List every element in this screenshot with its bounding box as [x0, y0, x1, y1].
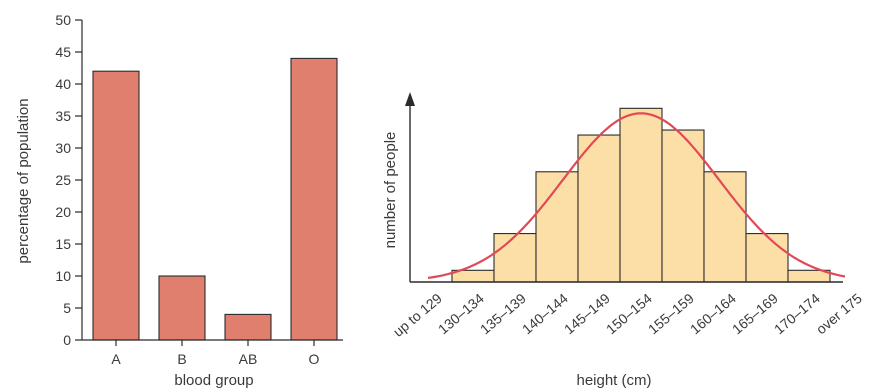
y-tick-label: 40 [55, 76, 71, 92]
x-tick-label: O [309, 351, 320, 367]
histogram-bar [661, 129, 705, 283]
histogram-x-tick-label: 170–174 [771, 290, 823, 337]
bar-b [158, 275, 206, 341]
y-tick-label: 35 [55, 108, 71, 124]
histogram-x-axis-label: height (cm) [576, 372, 651, 389]
histogram-bar [703, 171, 747, 283]
histogram-x-tick-label: 155–159 [645, 290, 697, 337]
bar-a [92, 70, 140, 341]
y-tick-label: 5 [63, 300, 71, 316]
histogram-x-tick-label: 135–139 [477, 290, 529, 337]
y-tick-label: 50 [55, 12, 71, 28]
x-tick-label: A [111, 351, 121, 367]
normal-curve [427, 112, 846, 279]
histogram-x-tick-label: up to 129 [390, 290, 445, 340]
bar-chart-y-ticks: 0 5 10 15 20 25 30 35 40 45 50 [55, 12, 82, 348]
bar-chart-x-axis-label: blood group [174, 372, 253, 389]
histogram-x-tick-label: 165–169 [729, 290, 781, 337]
y-tick-label: 10 [55, 268, 71, 284]
x-tick-label: AB [239, 351, 258, 367]
histogram-bar [493, 233, 537, 283]
y-tick-label: 15 [55, 236, 71, 252]
bar-marks [92, 57, 338, 341]
x-tick-label: B [177, 351, 186, 367]
histogram-y-axis-label: number of people [382, 132, 399, 249]
histogram-x-tick-label: over 175 [813, 290, 865, 337]
histogram-x-tick-label: 140–144 [519, 290, 571, 337]
histogram-bar [745, 233, 789, 283]
arrow-up-icon [405, 92, 415, 106]
histogram-x-tick-label: 145–149 [561, 290, 613, 337]
histogram-marks [451, 107, 831, 283]
histogram-bar [619, 107, 663, 283]
bar-o [290, 57, 338, 341]
y-tick-label: 25 [55, 172, 71, 188]
histogram-x-labels: up to 129130–134135–139140–144145–149150… [390, 290, 865, 340]
bar-chart-y-axis-label: percentage of population [15, 98, 32, 263]
bar-chart-x-labels: A B AB O [111, 340, 320, 367]
y-tick-label: 45 [55, 44, 71, 60]
y-tick-label: 30 [55, 140, 71, 156]
y-tick-label: 20 [55, 204, 71, 220]
bar-ab [224, 313, 272, 341]
y-tick-label: 0 [63, 332, 71, 348]
histogram-bar [577, 134, 621, 283]
histogram-x-tick-label: 150–154 [603, 290, 655, 337]
histogram-chart: up to 129130–134135–139140–144145–149150… [382, 92, 865, 389]
histogram-x-tick-label: 160–164 [687, 290, 739, 337]
histogram-x-tick-label: 130–134 [435, 290, 487, 337]
